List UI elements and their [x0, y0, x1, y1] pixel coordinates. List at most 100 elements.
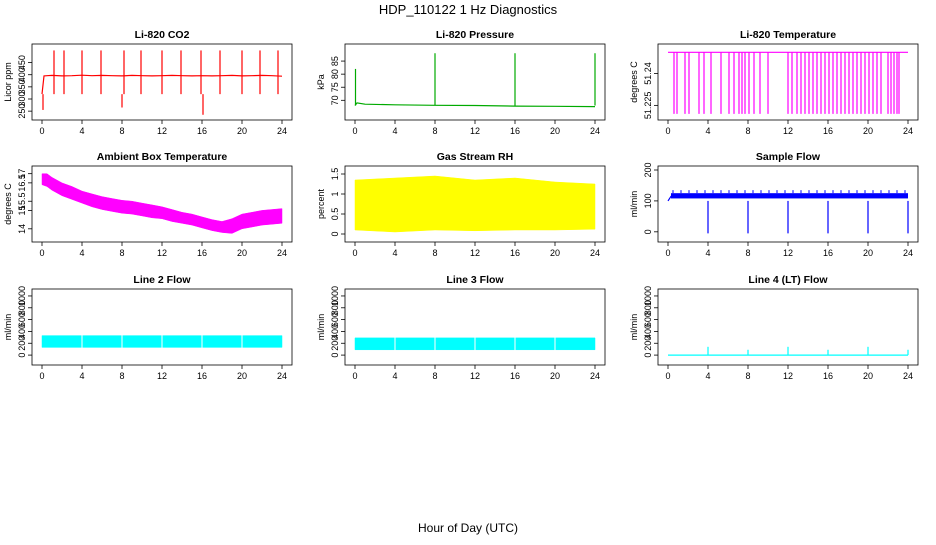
x-tick-label: 8 — [432, 248, 437, 258]
series-sample — [667, 190, 909, 234]
series-temperature — [668, 51, 908, 114]
x-axis: 0 4 8 12 16 20 24 — [352, 242, 600, 258]
y-axis-label: ml/min — [629, 191, 639, 218]
x-axis: 0 4 8 12 16 20 24 — [352, 365, 600, 381]
x-tick-label: 20 — [550, 126, 560, 136]
x-tick-label: 16 — [823, 126, 833, 136]
panel-pressure: Li-820 Pressure 0 4 8 12 16 20 24 70 75 80 85 kPa — [316, 29, 606, 136]
y-axis: 70 75 80 85 — [330, 56, 345, 105]
x-tick-label: 20 — [237, 371, 247, 381]
panel-temperature: Li-820 Temperature 0 4 8 12 16 20 24 51.225 51.24… — [629, 29, 919, 136]
y-tick-label: 600 — [643, 312, 653, 327]
panel-ambient: Ambient Box Temperature 0 4 8 12 16 20 24 14 1515… — [3, 151, 293, 258]
x-tick-label: 12 — [783, 126, 793, 136]
x-tick-label: 24 — [277, 371, 287, 381]
panel-title: Ambient Box Temperature — [97, 151, 228, 163]
x-tick-label: 8 — [119, 248, 124, 258]
y-tick-label: 100 — [643, 193, 653, 208]
x-tick-label: 20 — [550, 248, 560, 258]
y-tick-label: 70 — [330, 95, 340, 105]
y-axis-label: degrees C — [629, 61, 639, 103]
x-tick-label: 24 — [590, 126, 600, 136]
y-tick-label: 0 — [330, 231, 340, 236]
series-band — [354, 175, 596, 233]
y-tick-label: 200 — [330, 336, 340, 351]
x-tick-label: 8 — [432, 371, 437, 381]
x-tick-label: 0 — [39, 371, 44, 381]
x-tick-label: 12 — [783, 371, 793, 381]
x-tick-label: 12 — [157, 126, 167, 136]
x-tick-label: 20 — [237, 248, 247, 258]
x-tick-label: 4 — [392, 126, 397, 136]
panel-title: Li-820 Temperature — [740, 29, 836, 41]
y-axis-label: ml/min — [316, 314, 326, 341]
y-tick-label: 200 — [643, 162, 653, 177]
x-tick-label: 12 — [470, 126, 480, 136]
x-axis: 0 4 8 12 16 20 24 — [39, 242, 287, 258]
x-tick-label: 4 — [705, 126, 710, 136]
x-tick-label: 16 — [823, 371, 833, 381]
y-tick-label: 51.24 — [643, 62, 653, 85]
y-tick-label: 1000 — [643, 286, 653, 306]
plot-frame — [344, 288, 606, 366]
x-tick-label: 8 — [745, 371, 750, 381]
y-tick-label: 350 — [17, 79, 27, 94]
y-axis-label: kPa — [316, 74, 326, 90]
x-tick-label: 0 — [665, 126, 670, 136]
y-tick-label: 800 — [330, 300, 340, 315]
series-ambient — [41, 173, 283, 234]
y-tick-label: 75 — [330, 82, 340, 92]
y-tick-label: 1000 — [17, 286, 27, 306]
y-axis: 51.225 51.24 — [643, 62, 658, 119]
x-tick-label: 20 — [863, 248, 873, 258]
x-tick-label: 8 — [745, 126, 750, 136]
x-tick-label: 0 — [39, 126, 44, 136]
plot-frame — [344, 43, 606, 121]
x-tick-label: 4 — [705, 248, 710, 258]
x-tick-label: 12 — [783, 248, 793, 258]
y-tick-label: 400 — [330, 324, 340, 339]
x-tick-label: 4 — [79, 126, 84, 136]
y-tick-label: 15 — [17, 205, 27, 215]
x-tick-label: 16 — [823, 248, 833, 258]
series-line4 — [668, 346, 909, 356]
x-tick-label: 16 — [197, 248, 207, 258]
plot-frame — [31, 165, 293, 243]
series-line — [667, 195, 908, 202]
x-tick-label: 16 — [197, 126, 207, 136]
y-tick-label: 200 — [643, 336, 653, 351]
y-axis: 0 0.5 1 1.5 — [330, 168, 345, 237]
y-axis-label: percent — [316, 188, 326, 219]
x-axis: 0 4 8 12 16 20 24 — [665, 120, 913, 136]
y-tick-label: 1.5 — [330, 168, 340, 181]
x-tick-label: 16 — [510, 126, 520, 136]
x-axis: 0 4 8 12 16 20 24 — [39, 120, 287, 136]
x-tick-label: 24 — [903, 371, 913, 381]
y-tick-label: 800 — [17, 300, 27, 315]
x-tick-label: 16 — [197, 371, 207, 381]
y-tick-label: 0 — [643, 229, 653, 234]
x-tick-label: 4 — [392, 371, 397, 381]
y-tick-label: 400 — [17, 67, 27, 82]
y-axis-label: ml/min — [3, 314, 13, 341]
x-tick-label: 24 — [590, 371, 600, 381]
y-tick-label: 450 — [17, 55, 27, 70]
y-tick-label: 85 — [330, 56, 340, 66]
y-axis-label: ml/min — [629, 314, 639, 341]
x-tick-label: 0 — [665, 371, 670, 381]
series-line3 — [354, 336, 596, 351]
x-tick-label: 24 — [277, 248, 287, 258]
y-tick-label: 1000 — [330, 286, 340, 306]
panel-sample: Sample Flow 0 4 8 12 16 20 24 0 100 200 ml/min — [629, 151, 919, 258]
x-tick-label: 0 — [352, 126, 357, 136]
series-line — [354, 102, 596, 108]
x-tick-label: 12 — [470, 371, 480, 381]
y-tick-label: 0 — [17, 353, 27, 358]
x-tick-label: 4 — [392, 248, 397, 258]
y-tick-label: 600 — [330, 312, 340, 327]
